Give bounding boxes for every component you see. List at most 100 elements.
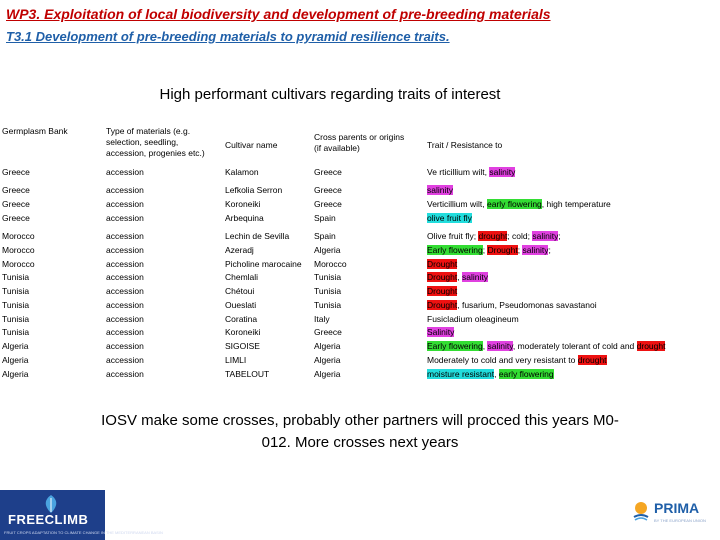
trait-text: Olive fruit fly;	[427, 231, 479, 241]
cell-material-type: accession	[106, 300, 144, 310]
cell-trait: olive fruit fly	[427, 211, 472, 225]
cell-origin: Tunisia	[314, 286, 342, 296]
cell-trait: Early flowering, salinity, moderately to…	[427, 339, 666, 353]
cell-cultivar-name: Chemlali	[225, 272, 259, 282]
trait-text: ,	[457, 272, 462, 282]
col-header-germplasm: Germplasm Bank	[2, 126, 68, 136]
trait-highlight: salinity	[522, 245, 549, 255]
prima-name: PRIMA	[654, 500, 700, 516]
cell-trait: Drought, salinity	[427, 270, 488, 284]
cell-trait: Drought, fusarium, Pseudomonas savastano…	[427, 298, 597, 312]
cell-material-type: accession	[106, 355, 144, 365]
cell-cultivar-name: Azeradj	[225, 245, 254, 255]
col-header-cultivar: Cultivar name	[225, 140, 278, 150]
cell-cultivar-name: TABELOUT	[225, 369, 270, 379]
cell-cultivar-name: Arbequina	[225, 213, 264, 223]
col-header-type: Type of materials (e.g. selection, seedl…	[106, 126, 205, 159]
cell-cultivar-name: Coratina	[225, 314, 258, 324]
trait-highlight: moisture resistant	[427, 369, 495, 379]
trait-highlight: Salinity	[427, 327, 455, 337]
cell-germplasm-bank: Tunisia	[2, 314, 30, 324]
cell-germplasm-bank: Morocco	[2, 231, 35, 241]
col-header-cross: Cross parents or origins (if available)	[314, 132, 404, 154]
trait-text: ,	[482, 341, 488, 351]
trait-text: ;	[517, 245, 523, 255]
cell-trait: salinity	[427, 183, 453, 197]
cell-material-type: accession	[106, 245, 144, 255]
trait-highlight: drought	[478, 231, 508, 241]
cell-origin: Greece	[314, 185, 342, 195]
cell-germplasm-bank: Greece	[2, 199, 30, 209]
cell-germplasm-bank: Tunisia	[2, 286, 30, 296]
trait-highlight: Drought	[487, 245, 518, 255]
trait-highlight: salinity	[427, 185, 453, 195]
trait-highlight: olive fruit fly	[427, 213, 472, 223]
cell-origin: Tunisia	[314, 300, 342, 310]
trait-text: Fusicladium oleagineum	[427, 314, 519, 324]
trait-highlight: salinity	[532, 231, 559, 241]
table-caption: High performant cultivars regarding trai…	[159, 86, 501, 103]
trait-highlight: early flowering	[486, 199, 542, 209]
col-header-type-line1: Type of materials (e.g.	[106, 126, 191, 136]
cell-germplasm-bank: Algeria	[2, 341, 29, 351]
cell-trait: Fusicladium oleagineum	[427, 312, 519, 326]
prima-sun-icon	[633, 502, 649, 521]
trait-highlight: Drought	[427, 300, 458, 310]
col-header-type-line3: accession, progenies etc.)	[106, 148, 205, 158]
col-header-type-line2: selection, seedling,	[106, 137, 179, 147]
cell-germplasm-bank: Morocco	[2, 245, 35, 255]
cell-origin: Morocco	[314, 259, 347, 269]
cell-germplasm-bank: Greece	[2, 167, 30, 177]
table-row: Algeria accession LIMLI Algeria Moderately t…	[0, 353, 720, 367]
cell-material-type: accession	[106, 286, 144, 296]
cell-trait: Verticillium wilt, early flowering, high…	[427, 197, 611, 211]
trait-text: ;	[548, 245, 551, 255]
cell-origin: Algeria	[314, 245, 341, 255]
cell-origin: Greece	[314, 167, 342, 177]
cell-germplasm-bank: Greece	[2, 213, 30, 223]
trait-highlight: Drought	[427, 272, 458, 282]
trait-text: ;	[558, 231, 561, 241]
trait-text: ;	[482, 245, 488, 255]
cell-origin: Greece	[314, 199, 342, 209]
col-header-cross-line1: Cross parents or origins	[314, 132, 405, 142]
cell-origin: Spain	[314, 213, 336, 223]
cell-cultivar-name: Chétoui	[225, 286, 255, 296]
cell-trait: Drought	[427, 284, 458, 298]
table-row: Tunisia accession Koroneiki Greece Salinity	[0, 325, 720, 339]
cell-origin: Italy	[314, 314, 330, 324]
freeclimb-leaf-icon	[45, 495, 57, 513]
cell-cultivar-name: Lefkolia Serron	[225, 185, 283, 195]
cell-germplasm-bank: Tunisia	[2, 272, 30, 282]
col-header-cross-line2: (if available)	[314, 143, 360, 153]
trait-highlight: salinity	[461, 272, 488, 282]
cell-origin: Algeria	[314, 341, 341, 351]
trait-highlight: Drought	[427, 286, 458, 296]
cell-origin: Greece	[314, 327, 342, 337]
table-row: Greece accession Kalamon Greece Ve rticilliu…	[0, 165, 720, 179]
cell-material-type: accession	[106, 231, 144, 241]
table-row: Morocco accession Lechin de Sevilla Spain Ol…	[0, 229, 720, 243]
table-row: Greece accession Koroneiki Greece Verticilli…	[0, 197, 720, 211]
table-row: Tunisia accession Chemlali Tunisia Drought, …	[0, 270, 720, 284]
cell-cultivar-name: Oueslati	[225, 300, 257, 310]
crosses-note-line1: IOSV make some crosses, probably other p…	[101, 412, 619, 429]
cell-cultivar-name: LIMLI	[225, 355, 247, 365]
cell-material-type: accession	[106, 199, 144, 209]
table-row: Tunisia accession Oueslati Tunisia Drought, …	[0, 298, 720, 312]
cell-origin: Algeria	[314, 369, 341, 379]
cell-germplasm-bank: Tunisia	[2, 300, 30, 310]
trait-highlight: early flowering	[498, 369, 554, 379]
cell-material-type: accession	[106, 369, 144, 379]
table-row: Algeria accession TABELOUT Algeria moisture …	[0, 367, 720, 381]
cell-trait: Olive fruit fly; drought; cold; salinity…	[427, 229, 561, 243]
trait-highlight: salinity	[487, 341, 513, 351]
freeclimb-logo: FREECLIMB FRUIT CROPS ADAPTATION TO CLIM…	[0, 490, 163, 540]
cell-material-type: accession	[106, 272, 144, 282]
cell-germplasm-bank: Morocco	[2, 259, 35, 269]
cell-cultivar-name: Kalamon	[225, 167, 259, 177]
trait-highlight: Early flowering	[427, 341, 483, 351]
cell-trait: Early flowering; Drought; salinity;	[427, 243, 551, 257]
cell-material-type: accession	[106, 185, 144, 195]
cell-germplasm-bank: Tunisia	[2, 327, 30, 337]
